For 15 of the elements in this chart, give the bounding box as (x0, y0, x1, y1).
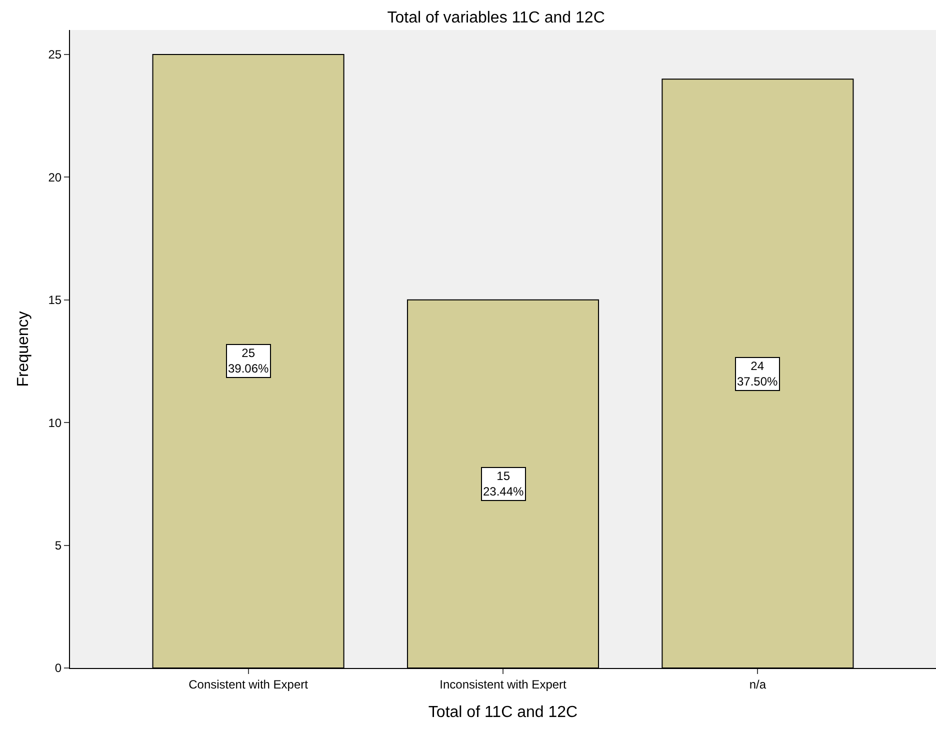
x-tick-label: Inconsistent with Expert (440, 677, 568, 692)
y-tick-label: 15 (48, 293, 62, 308)
data-label: 25 39.06% (228, 346, 270, 376)
chart-title: Total of variables 11C and 12C (387, 9, 605, 26)
y-tick-label: 0 (54, 661, 62, 676)
data-label: 15 23.44% (483, 469, 524, 499)
x-tick-label: Consistent with Expert (188, 677, 309, 692)
x-axis-title: Total of 11C and 12C (428, 704, 578, 722)
data-label: 24 37.50% (737, 359, 778, 389)
x-tick-label: n/a (749, 677, 766, 692)
y-tick-label: 5 (54, 538, 62, 553)
y-tick-label: 10 (48, 416, 62, 430)
y-axis-title: Frequency (15, 311, 32, 387)
y-tick-label: 25 (48, 48, 62, 62)
y-tick-label: 20 (48, 170, 62, 184)
